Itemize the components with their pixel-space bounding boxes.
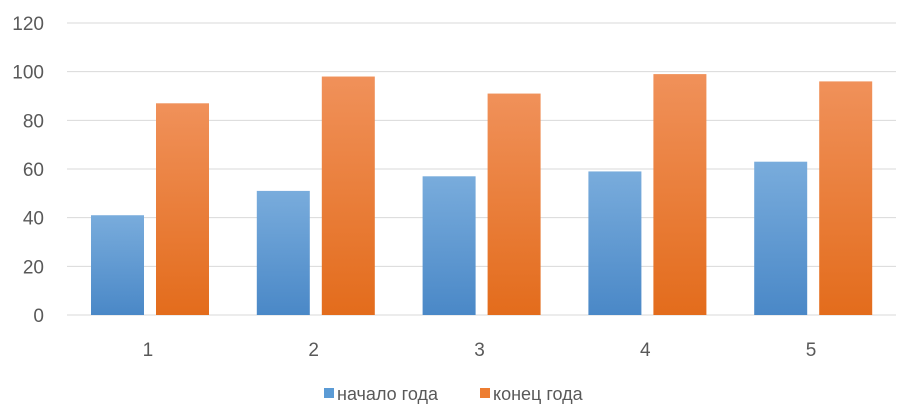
bar-series1-cat4 — [588, 171, 642, 315]
bar-series1-cat3 — [422, 176, 476, 315]
legend-swatch-series1 — [324, 388, 334, 398]
bar-series1-cat1 — [91, 215, 144, 315]
bar-series2-cat4 — [653, 74, 707, 315]
bar-series2-cat2 — [321, 76, 375, 316]
bars — [91, 74, 873, 316]
legend: начало года конец года — [324, 384, 584, 404]
legend-swatch-series2 — [480, 388, 490, 398]
x-tick-label: 3 — [474, 340, 485, 361]
y-tick-label: 120 — [12, 14, 44, 35]
y-tick-label: 80 — [23, 111, 44, 132]
y-tick-label: 100 — [12, 63, 44, 84]
x-tick-label: 2 — [308, 340, 319, 361]
bar-series1-cat2 — [256, 190, 310, 315]
bar-series2-cat3 — [487, 93, 541, 315]
y-tick-label: 20 — [23, 257, 44, 278]
x-tick-label: 4 — [640, 340, 651, 361]
y-tick-label: 0 — [33, 306, 44, 327]
legend-label-series2: конец года — [493, 384, 584, 404]
x-axis-tick-labels: 1 2 3 4 5 — [143, 340, 817, 361]
y-tick-label: 60 — [23, 160, 44, 181]
bar-series1-cat5 — [754, 161, 808, 315]
bar-series2-cat5 — [819, 81, 873, 316]
legend-label-series1: начало года — [337, 384, 439, 404]
y-axis-tick-labels: 0 20 40 60 80 100 120 — [12, 14, 44, 327]
bar-series2-cat1 — [156, 103, 209, 315]
x-tick-label: 1 — [143, 340, 154, 361]
x-tick-label: 5 — [806, 340, 817, 361]
y-tick-label: 40 — [23, 209, 44, 230]
